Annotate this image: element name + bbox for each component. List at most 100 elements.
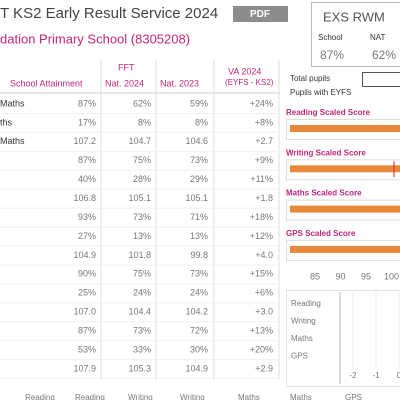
footer-header: Maths: [290, 393, 312, 400]
column-header: Nat. 2023: [160, 78, 199, 88]
score-title: GPS Scaled Score: [286, 229, 356, 238]
cell-value: 24%: [133, 288, 151, 298]
score-bar: [290, 245, 400, 253]
score-frame: [286, 159, 400, 181]
column-header: VA 2024: [228, 66, 261, 76]
footer-header: Reading: [75, 393, 105, 400]
exs-value: 87%: [320, 48, 344, 62]
cell-value: 75%: [133, 155, 151, 165]
cell-value: 104.7: [128, 136, 151, 146]
footer-header: GPS: [345, 393, 362, 400]
cell-value: 73%: [133, 212, 151, 222]
cell-value: 104.6: [185, 136, 208, 146]
page-title: T KS2 Early Result Service 2024: [0, 5, 218, 22]
score-frame: [286, 239, 400, 261]
cell-value: +6%: [255, 288, 273, 298]
score-axis-label: 95: [361, 271, 371, 281]
exs-label: School: [318, 33, 343, 42]
cell-value: +24%: [250, 98, 273, 108]
cell-value: 87%: [78, 98, 96, 108]
cell-value: 105.1: [128, 193, 151, 203]
cell-value: 105.1: [185, 193, 208, 203]
exs-value: 62%: [372, 48, 396, 62]
footer-header: Reading: [25, 393, 55, 400]
va-tick-label: -1: [372, 371, 380, 380]
cell-value: 104.9: [185, 363, 208, 373]
cell-value: +11%: [250, 174, 273, 184]
cell-value: 24%: [190, 288, 208, 298]
va-tick-label: -2: [349, 371, 357, 380]
score-bar: [290, 165, 400, 173]
pdf-button-label[interactable]: PDF: [250, 9, 270, 20]
cell-value: 28%: [133, 174, 151, 184]
footer-header: Maths: [238, 393, 260, 400]
score-title: Maths Scaled Score: [286, 189, 362, 198]
cell-value: +18%: [250, 212, 273, 222]
cell-value: 25%: [78, 288, 96, 298]
cell-value: 106.8: [73, 193, 96, 203]
cell-value: +9%: [255, 155, 273, 165]
cell-value: 87%: [78, 155, 96, 165]
pupils-label: Pupils with EYFS: [290, 88, 351, 97]
cell-value: 59%: [190, 98, 208, 108]
va-label: Writing: [291, 317, 316, 326]
cell-value: 107.0: [73, 307, 96, 317]
cell-value: 105.3: [128, 363, 151, 373]
cell-value: 107.2: [73, 136, 96, 146]
cell-value: +2.7: [255, 136, 273, 146]
cell-value: +15%: [250, 269, 273, 279]
cell-value: 13%: [190, 231, 208, 241]
va-label: Reading: [291, 299, 321, 308]
cell-value: +13%: [250, 326, 273, 336]
school-name: dation Primary School (8305208): [0, 31, 190, 46]
score-title: Reading Scaled Score: [286, 108, 371, 117]
cell-value: +20%: [250, 344, 273, 354]
exs-title: EXS RWM: [323, 9, 385, 24]
column-header: Nat. 2024: [105, 78, 144, 88]
row-label: Maths: [0, 98, 25, 108]
score-axis-label: 100: [384, 271, 399, 281]
cell-value: 13%: [133, 231, 151, 241]
cell-value: 104.9: [73, 250, 96, 260]
row-label: Maths: [0, 136, 25, 146]
score-frame: [286, 119, 400, 140]
footer-header: Writing: [128, 393, 153, 400]
va-label: GPS: [291, 352, 308, 361]
cell-value: 75%: [133, 269, 151, 279]
cell-value: 73%: [133, 326, 151, 336]
score-axis-label: 90: [335, 271, 345, 281]
cell-value: 71%: [190, 212, 208, 222]
pupils-label: Total pupils: [290, 74, 330, 83]
exs-label: NAT: [370, 33, 386, 42]
cell-value: 72%: [190, 326, 208, 336]
cell-value: 33%: [133, 344, 151, 354]
cell-value: 104.4: [128, 307, 151, 317]
cell-value: 30%: [190, 344, 208, 354]
cell-value: 62%: [133, 98, 151, 108]
fft-label: FFT: [118, 62, 135, 72]
cell-value: 87%: [78, 326, 96, 336]
score-title: Writing Scaled Score: [286, 148, 366, 157]
va-label: Maths: [291, 334, 313, 343]
cell-value: +8%: [255, 117, 273, 127]
cell-value: 93%: [78, 212, 96, 222]
pdf-button[interactable]: [233, 6, 288, 22]
cell-value: 73%: [190, 155, 208, 165]
score-bar: [290, 205, 400, 213]
cell-value: +3.0: [255, 307, 273, 317]
cell-value: 17%: [78, 117, 96, 127]
cell-value: 99.8: [190, 250, 208, 260]
footer-header: Writing: [180, 393, 205, 400]
column-header: (EYFS - KS2): [225, 78, 274, 87]
cell-value: 104.2: [185, 307, 208, 317]
score-bar: [290, 125, 400, 132]
cell-value: +1.8: [255, 193, 273, 203]
cell-value: 40%: [78, 174, 96, 184]
cell-value: 8%: [138, 117, 151, 127]
cell-value: +2.9: [255, 363, 273, 373]
va-tick-label: 0: [397, 371, 400, 380]
score-frame: [286, 199, 400, 221]
cell-value: 8%: [195, 117, 208, 127]
va-chart-frame: [286, 290, 400, 387]
